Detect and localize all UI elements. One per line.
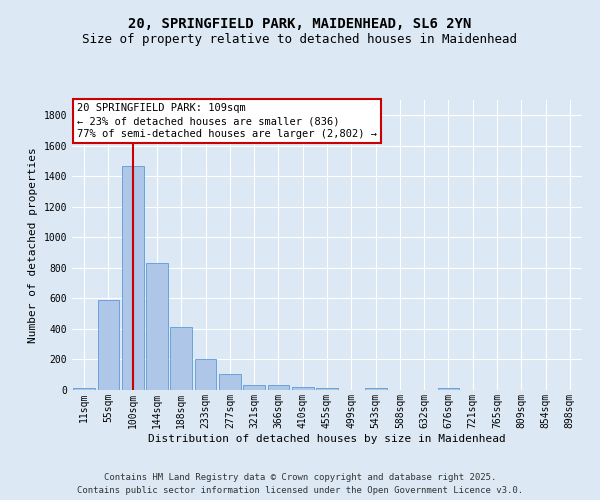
Bar: [146, 264, 168, 390]
Bar: [170, 326, 192, 390]
Bar: [316, 388, 338, 390]
Bar: [365, 388, 386, 390]
Bar: [437, 388, 460, 390]
Bar: [243, 384, 265, 390]
Bar: [194, 360, 217, 390]
Bar: [268, 386, 289, 390]
Text: Size of property relative to detached houses in Maidenhead: Size of property relative to detached ho…: [83, 32, 517, 46]
Text: 20 SPRINGFIELD PARK: 109sqm
← 23% of detached houses are smaller (836)
77% of se: 20 SPRINGFIELD PARK: 109sqm ← 23% of det…: [77, 103, 377, 140]
Text: Contains public sector information licensed under the Open Government Licence v3: Contains public sector information licen…: [77, 486, 523, 495]
Y-axis label: Number of detached properties: Number of detached properties: [28, 147, 38, 343]
Text: 20, SPRINGFIELD PARK, MAIDENHEAD, SL6 2YN: 20, SPRINGFIELD PARK, MAIDENHEAD, SL6 2Y…: [128, 18, 472, 32]
Bar: [73, 388, 95, 390]
X-axis label: Distribution of detached houses by size in Maidenhead: Distribution of detached houses by size …: [148, 434, 506, 444]
Bar: [219, 374, 241, 390]
Bar: [97, 300, 119, 390]
Text: Contains HM Land Registry data © Crown copyright and database right 2025.: Contains HM Land Registry data © Crown c…: [104, 474, 496, 482]
Bar: [122, 166, 143, 390]
Bar: [292, 388, 314, 390]
